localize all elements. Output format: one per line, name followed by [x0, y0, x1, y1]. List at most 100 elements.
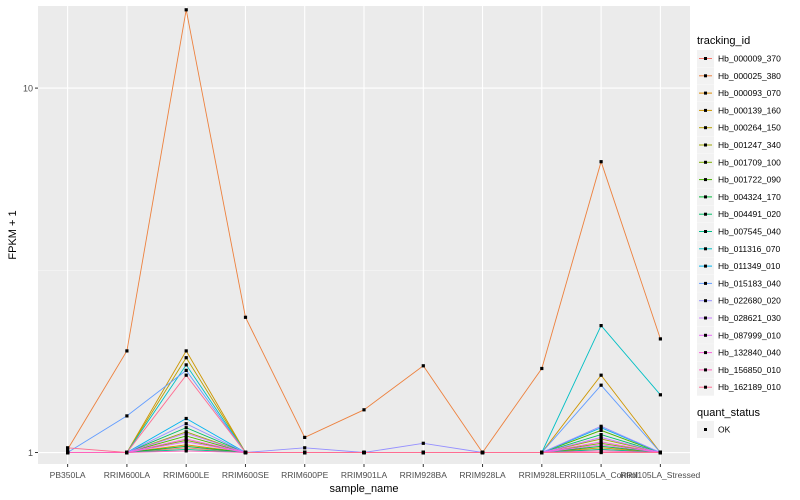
- data-point: [599, 433, 603, 437]
- legend-label: OK: [718, 425, 731, 435]
- legend-label: Hb_004491_020: [718, 209, 781, 219]
- legend-key-point: [704, 428, 707, 431]
- data-point: [599, 160, 603, 164]
- legend-shape-title: quant_status: [697, 407, 760, 419]
- legend-label: Hb_000009_370: [718, 54, 781, 64]
- data-point: [658, 337, 662, 341]
- legend-label: Hb_000264_150: [718, 123, 781, 133]
- x-axis-title: sample_name: [329, 483, 398, 495]
- data-point: [184, 437, 188, 441]
- legend-label: Hb_004324_170: [718, 192, 781, 202]
- data-point: [184, 363, 188, 367]
- legend-key-point: [704, 108, 707, 112]
- data-point: [362, 408, 366, 412]
- legend-key-point: [704, 385, 707, 389]
- legend-key-point: [704, 212, 707, 216]
- x-tick-label: PB350LA: [50, 470, 86, 480]
- data-point: [658, 393, 662, 397]
- data-point: [362, 450, 366, 455]
- y-axis-title: FPKM + 1: [7, 210, 19, 259]
- y-tick-label: 1: [28, 448, 33, 458]
- legend-key-point: [704, 195, 707, 199]
- data-point: [480, 450, 485, 455]
- legend-key-point: [704, 264, 707, 268]
- data-point: [184, 422, 188, 426]
- data-point: [658, 450, 662, 455]
- data-point: [421, 364, 425, 368]
- legend-label: Hb_001247_340: [718, 140, 781, 150]
- legend-label: Hb_000093_070: [718, 88, 781, 98]
- legend-label: Hb_007545_040: [718, 227, 781, 237]
- legend-key-point: [704, 247, 707, 251]
- data-point: [599, 383, 603, 387]
- legend-key-point: [704, 126, 707, 130]
- data-points: [66, 8, 662, 455]
- legend-label: Hb_001709_100: [718, 157, 781, 167]
- data-point: [184, 368, 188, 372]
- data-point: [184, 431, 188, 435]
- x-tick-label: RRIM600LE: [163, 470, 210, 480]
- data-point: [243, 315, 248, 319]
- legend-key-point: [704, 74, 707, 78]
- legend-key-point: [704, 316, 707, 320]
- data-point: [599, 450, 603, 455]
- data-point: [66, 446, 70, 450]
- data-point: [599, 435, 603, 439]
- data-point: [184, 416, 188, 421]
- data-point: [184, 426, 188, 430]
- data-point: [184, 356, 188, 360]
- x-tick-label: RRIM928BA: [400, 470, 448, 480]
- legend-key-point: [704, 230, 707, 233]
- y-tick-label: 10: [23, 84, 33, 94]
- legend-key-point: [704, 91, 707, 95]
- legend-label: Hb_000139_160: [718, 105, 781, 115]
- legend-label: Hb_162189_010: [718, 382, 781, 392]
- data-point: [421, 441, 425, 445]
- data-point: [599, 324, 603, 328]
- legend-label: Hb_001722_090: [718, 175, 781, 185]
- legend-label: Hb_011316_070: [718, 244, 781, 254]
- legend: tracking_id Hb_000009_370 Hb_000025_380 Hb…: [697, 35, 781, 438]
- legend-key-point: [704, 178, 707, 182]
- legend-label: Hb_087999_010: [718, 330, 781, 340]
- legend-label: Hb_028621_030: [718, 313, 781, 323]
- data-point: [540, 450, 544, 455]
- legend-color-title: tracking_id: [697, 35, 750, 47]
- data-point: [184, 444, 188, 448]
- x-tick-label: RRII105LA_Control: [564, 470, 638, 480]
- axes: 1 10 PB350LA RRIM600LA RRIM600LE RRIM600SE RRI…: [23, 84, 701, 480]
- data-point: [599, 424, 603, 428]
- legend-key-point: [704, 160, 707, 164]
- legend-key-point: [704, 299, 707, 303]
- x-tick-label: RRIM928LE: [519, 470, 566, 480]
- legend-key-point: [704, 57, 707, 60]
- legend-key-point: [704, 143, 707, 147]
- data-point: [303, 435, 307, 439]
- data-point: [184, 373, 188, 377]
- x-tick-label: RRIM928LA: [459, 470, 506, 480]
- data-point: [303, 450, 307, 455]
- data-point: [599, 428, 603, 432]
- data-point: [184, 434, 188, 438]
- data-point: [599, 373, 603, 377]
- x-tick-label: RRIM600PE: [281, 470, 329, 480]
- legend-key-point: [704, 333, 707, 337]
- data-point: [184, 8, 188, 12]
- data-point: [125, 349, 129, 353]
- data-point: [243, 450, 248, 455]
- legend-key-point: [704, 351, 707, 355]
- data-point: [66, 450, 70, 455]
- data-point: [184, 449, 188, 453]
- legend-label: Hb_000025_380: [718, 71, 781, 81]
- data-point: [125, 414, 129, 418]
- data-point: [184, 349, 188, 353]
- data-point: [599, 443, 603, 447]
- legend-key-point: [704, 281, 707, 285]
- x-tick-label: RRIM901LA: [341, 470, 388, 480]
- legend-label: Hb_011349_010: [718, 261, 781, 271]
- legend-key-point: [704, 368, 707, 372]
- data-point: [599, 440, 603, 444]
- x-tick-label: RRIM600SE: [222, 470, 270, 480]
- legend-label: Hb_015183_040: [718, 278, 781, 288]
- legend-label: Hb_022680_020: [718, 296, 781, 306]
